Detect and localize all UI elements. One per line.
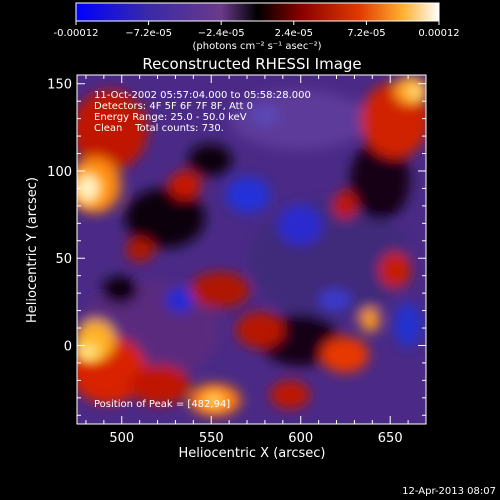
- colorbar-tick-label: -0.00012: [54, 28, 99, 39]
- colorbar-tick-label: 7.2e-05: [347, 28, 385, 39]
- heatmap-blob: [251, 105, 279, 125]
- heatmap-peak-core: [77, 172, 102, 204]
- heatmap-blob: [350, 140, 410, 220]
- y-tick-label: 150: [47, 78, 72, 93]
- y-tick-label: 50: [55, 252, 72, 267]
- annotation-detectors: Detectors: 4F 5F 6F 7F 8F, Att 0: [94, 101, 253, 112]
- annotation-clean-counts: Clean Total counts: 730.: [94, 123, 224, 134]
- colorbar-unit-label: (photons cm⁻² s⁻¹ asec⁻²): [192, 41, 321, 52]
- colorbar-gradient: [75, 2, 440, 22]
- heatmap-blob: [190, 272, 250, 308]
- heatmap-blob: [166, 288, 194, 312]
- colorbar-tick-label: −7.2e-05: [125, 28, 172, 39]
- heatmap-blob: [126, 238, 154, 262]
- heatmap-blob: [236, 312, 284, 348]
- heatmap-blob: [407, 84, 423, 100]
- y-axis-ticks: 0 50 100 150: [47, 78, 426, 416]
- colorbar-tick-label: 0.00012: [418, 28, 459, 39]
- heatmap-blob: [333, 191, 357, 219]
- heatmap-image: [77, 75, 426, 424]
- colorbar-ticks: -0.00012 −7.2e-05 −2.4e-05 2.4e-05 7.2e-05 0.…: [54, 21, 460, 39]
- annotation-block: 11-Oct-2002 05:57:04.000 to 05:58:28.000…: [94, 90, 311, 134]
- annotation-time-range: 11-Oct-2002 05:57:04.000 to 05:58:28.000: [94, 90, 311, 101]
- y-tick-label: 0: [64, 339, 72, 354]
- heatmap-cores: [77, 84, 423, 408]
- x-tick-label: 600: [288, 431, 313, 446]
- annotation-peak-position: Position of Peak = [482,94]: [94, 399, 230, 410]
- footer-timestamp: 12-Apr-2013 08:07: [402, 486, 496, 497]
- heatmap-blob: [379, 252, 411, 288]
- heatmap-blob: [278, 205, 322, 245]
- colorbar-tick-label: 2.4e-05: [275, 28, 313, 39]
- x-axis-ticks: 500 550 600 650: [85, 75, 427, 446]
- x-tick-label: 500: [109, 431, 134, 446]
- heatmap-blob: [130, 365, 190, 405]
- plot-frame: [76, 74, 427, 425]
- heatmap-blob: [270, 381, 310, 409]
- annotation-energy-range: Energy Range: 25.0 - 50.0 keV: [94, 112, 247, 123]
- heatmap-blobs: [77, 76, 426, 416]
- heatmap-blob: [394, 303, 422, 347]
- x-tick-label: 550: [199, 431, 224, 446]
- heatmap-blob: [226, 177, 270, 213]
- heatmap-blob: [321, 337, 369, 373]
- colorbar: -0.00012 −7.2e-05 −2.4e-05 2.4e-05 7.2e-05 0.…: [54, 2, 460, 52]
- heatmap-blob: [202, 392, 226, 408]
- heatmap-blob: [319, 290, 351, 310]
- y-tick-label: 100: [47, 165, 72, 180]
- heatmap-blob: [360, 308, 380, 332]
- heatmap-blob: [169, 171, 201, 199]
- heatmap-blob: [125, 188, 205, 248]
- heatmap-blob: [188, 144, 232, 176]
- y-axis-label: Heliocentric Y (arcsec): [25, 177, 40, 323]
- heatmap-blob: [102, 276, 138, 304]
- heatmap-blob: [77, 342, 100, 362]
- chart-title: Reconstructed RHESSI Image: [142, 55, 361, 73]
- x-axis-label: Heliocentric X (arcsec): [179, 446, 326, 461]
- colorbar-tick-label: −2.4e-05: [198, 28, 245, 39]
- heatmap-blob: [77, 90, 148, 170]
- x-tick-label: 650: [378, 431, 403, 446]
